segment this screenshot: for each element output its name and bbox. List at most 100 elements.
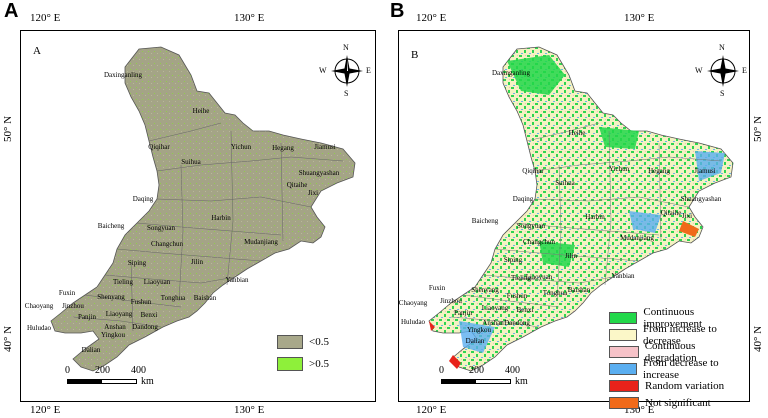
city-label: Qiqihar	[522, 167, 544, 175]
scale-label-400: 400	[131, 365, 146, 376]
city-label: Baishan	[193, 294, 217, 302]
city-label: Anshan	[104, 323, 126, 331]
panel-b-top-tick-120: 120° E	[416, 12, 447, 24]
city-label: Shenyang	[97, 293, 125, 301]
city-label: Heihe	[568, 129, 586, 137]
city-label: Yanbian	[611, 272, 635, 280]
city-label: Baicheng	[97, 222, 125, 230]
panel-b-decrease-increase-patches	[459, 151, 725, 353]
panel-b-legend: Continuous improvement From increase to …	[609, 305, 749, 411]
city-label: Daxinganling	[491, 69, 531, 77]
city-label: Liaoyang	[481, 304, 509, 312]
compass-s: S	[720, 89, 725, 98]
panel-b-boundaries	[450, 122, 722, 328]
city-label: Qiqihar	[148, 143, 170, 151]
panel-a-inner-letter: A	[33, 45, 41, 57]
panel-a-letter: A	[4, 0, 19, 22]
city-label: Harbin	[211, 214, 231, 222]
panel-b-lat-tick-40: 40° N	[752, 325, 764, 352]
city-label: Liaoyuan	[525, 273, 553, 281]
legend-swatch-degradation	[609, 345, 639, 358]
city-label: Yanbian	[225, 276, 249, 284]
compass-s: S	[344, 89, 349, 98]
panel-a-bottom-tick-130: 130° E	[234, 404, 265, 416]
scale-bar-black	[67, 379, 101, 384]
scale-label-200: 200	[469, 365, 484, 376]
panel-a-top-tick-130: 130° E	[234, 12, 265, 24]
city-label: Panjin	[78, 313, 96, 321]
city-label: Yichun	[608, 165, 630, 173]
city-label: Siping	[127, 259, 147, 267]
compass-rose-icon	[331, 55, 363, 87]
city-label: Anshan	[482, 319, 504, 327]
city-label: Fuxin	[428, 284, 446, 292]
city-label: Liaoyuan	[143, 278, 171, 286]
city-label: Tonghua	[160, 294, 186, 302]
city-label: Jiamusi	[694, 167, 716, 175]
city-label: Shuangyashan	[680, 195, 722, 203]
city-label: Dalian	[81, 346, 101, 354]
city-label: Tonghua	[542, 289, 568, 297]
panel-b-top-tick-130: 130° E	[624, 12, 655, 24]
scale-bar-black	[441, 379, 475, 384]
compass-w: W	[319, 66, 327, 75]
city-label: Dalian	[465, 337, 485, 345]
panel-a-legend: <0.5 >0.5	[277, 331, 329, 375]
city-label: Suihua	[181, 158, 201, 166]
city-label: Hegang	[648, 167, 670, 175]
panel-a-top-tick-120: 120° E	[30, 12, 61, 24]
legend-label-improvement: Continuous improvement	[643, 305, 703, 330]
city-label: Benxi	[516, 306, 534, 314]
city-label: Jinzhou	[440, 297, 462, 305]
scale-bar-white	[101, 379, 137, 384]
city-label: Daqing	[512, 195, 534, 203]
compass-w: W	[695, 66, 703, 75]
city-label: Chaoyang	[398, 299, 428, 307]
compass-n: N	[719, 43, 725, 52]
panel-b-map	[428, 46, 734, 372]
city-label: Heihe	[192, 107, 210, 115]
city-label: Songyuan	[517, 222, 545, 230]
panel-a-bottom-tick-120: 120° E	[30, 404, 61, 416]
panel-b-inner-letter: B	[411, 49, 419, 61]
city-label: Shuangyashan	[298, 169, 340, 177]
panel-b-improvement-patches	[507, 55, 639, 267]
city-label: Yingkou	[466, 326, 492, 334]
city-label: Songyuan	[147, 224, 175, 232]
legend-label-increase-decrease: From increase to decrease	[642, 322, 717, 347]
city-label: Tieling	[113, 278, 133, 286]
city-label: Changchun	[523, 238, 555, 246]
city-label: Jiamusi	[314, 143, 336, 151]
city-label: Daxinganling	[103, 71, 143, 79]
city-label: Liaoyang	[105, 310, 133, 318]
legend-swatch-improvement	[609, 311, 638, 324]
city-label: Baicheng	[471, 217, 499, 225]
compass-e: E	[742, 66, 747, 75]
city-label: Benxi	[140, 311, 158, 319]
panel-a-region-fill	[50, 46, 356, 372]
city-label: Chaoyang	[24, 302, 54, 310]
city-label: Yingkou	[100, 331, 126, 339]
city-label: Qitaihe	[286, 181, 308, 189]
panel-a-map-frame: A Daxinganling Heihe Qiqihar Suihua Yich…	[20, 30, 376, 402]
panel-a-lat-tick-50: 50° N	[2, 115, 14, 142]
compass-e: E	[366, 66, 371, 75]
scale-label-0: 0	[65, 365, 70, 376]
legend-swatch-high	[277, 357, 303, 371]
legend-label-low: <0.5	[309, 336, 329, 348]
city-label: Jilin	[564, 252, 578, 260]
scale-label-200: 200	[95, 365, 110, 376]
city-label: Suihua	[555, 179, 575, 187]
city-label: Siping	[503, 256, 523, 264]
legend-swatch-decrease-increase	[609, 362, 637, 375]
scale-label-400: 400	[505, 365, 520, 376]
scale-label-0: 0	[439, 365, 444, 376]
scale-unit: km	[141, 376, 154, 387]
compass-rose-icon	[707, 55, 739, 87]
city-label: Yichun	[230, 143, 252, 151]
panel-b-map-frame: B	[398, 30, 750, 409]
city-label: Jilin	[190, 258, 204, 266]
compass-n: N	[343, 43, 349, 52]
legend-swatch-random	[609, 379, 639, 392]
city-label: Huludao	[26, 324, 52, 332]
